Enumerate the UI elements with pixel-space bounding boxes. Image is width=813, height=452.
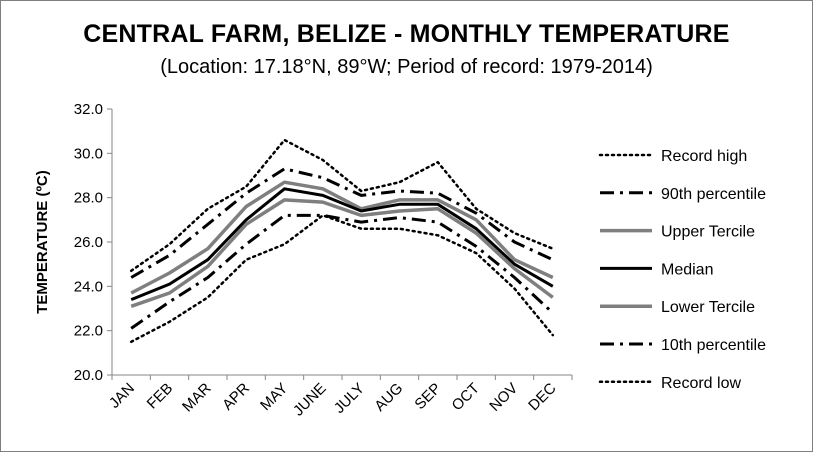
x-tick-label: NOV (486, 380, 521, 415)
legend-label: Lower Tercile (661, 299, 755, 316)
chart-subtitle: (Location: 17.18°N, 89°W; Period of reco… (160, 56, 653, 78)
y-tick-label: 24.0 (74, 278, 103, 295)
y-tick-label: 20.0 (74, 367, 103, 384)
series-line-record-low (129, 214, 555, 344)
series-line-90th-percentile (130, 167, 554, 279)
legend-label: Record high (661, 148, 747, 165)
legend-label: Upper Tercile (661, 224, 755, 241)
x-tick-label: OCT (449, 380, 483, 414)
series-line-median (130, 187, 554, 301)
x-tick-label: JULY (331, 380, 368, 417)
x-tick-label: AUG (371, 380, 406, 415)
x-tick-label: SEP (411, 380, 444, 413)
y-tick-label: 26.0 (74, 234, 103, 251)
chart-title: CENTRAL FARM, BELIZE - MONTHLY TEMPERATU… (83, 20, 730, 48)
y-tick-label: 30.0 (74, 145, 103, 162)
x-tick-label: JUNE (290, 380, 330, 420)
x-tick-label: MAY (257, 380, 291, 414)
y-tick-label: 22.0 (74, 323, 103, 340)
x-tick-label: FEB (144, 380, 177, 413)
legend-label: 90th percentile (661, 186, 766, 203)
x-tick-label: JAN (106, 380, 138, 412)
plot-area: 20.0 22.0 24.0 26.0 28.0 30.0 32.0 JAN FEB MAR APR… (74, 101, 573, 420)
series-line-record-high (129, 138, 555, 273)
legend-label: Median (661, 261, 713, 278)
x-tick-label: DEC (525, 380, 560, 415)
legend-label: Record low (661, 375, 741, 392)
y-axis-label: TEMPERATURE (ºC) (34, 170, 51, 314)
y-tick-label: 32.0 (74, 101, 103, 118)
x-tick-label: MAR (179, 380, 215, 416)
series-line-upper-tercile (130, 180, 554, 295)
x-tick-label: APR (219, 380, 253, 414)
legend-label: 10th percentile (661, 337, 766, 354)
series-line-10th-percentile (130, 213, 554, 330)
y-tick-label: 28.0 (74, 190, 103, 207)
series-line-lower-tercile (130, 198, 554, 308)
legend: Record high 90th percentile Upper Tercile M… (598, 148, 766, 392)
